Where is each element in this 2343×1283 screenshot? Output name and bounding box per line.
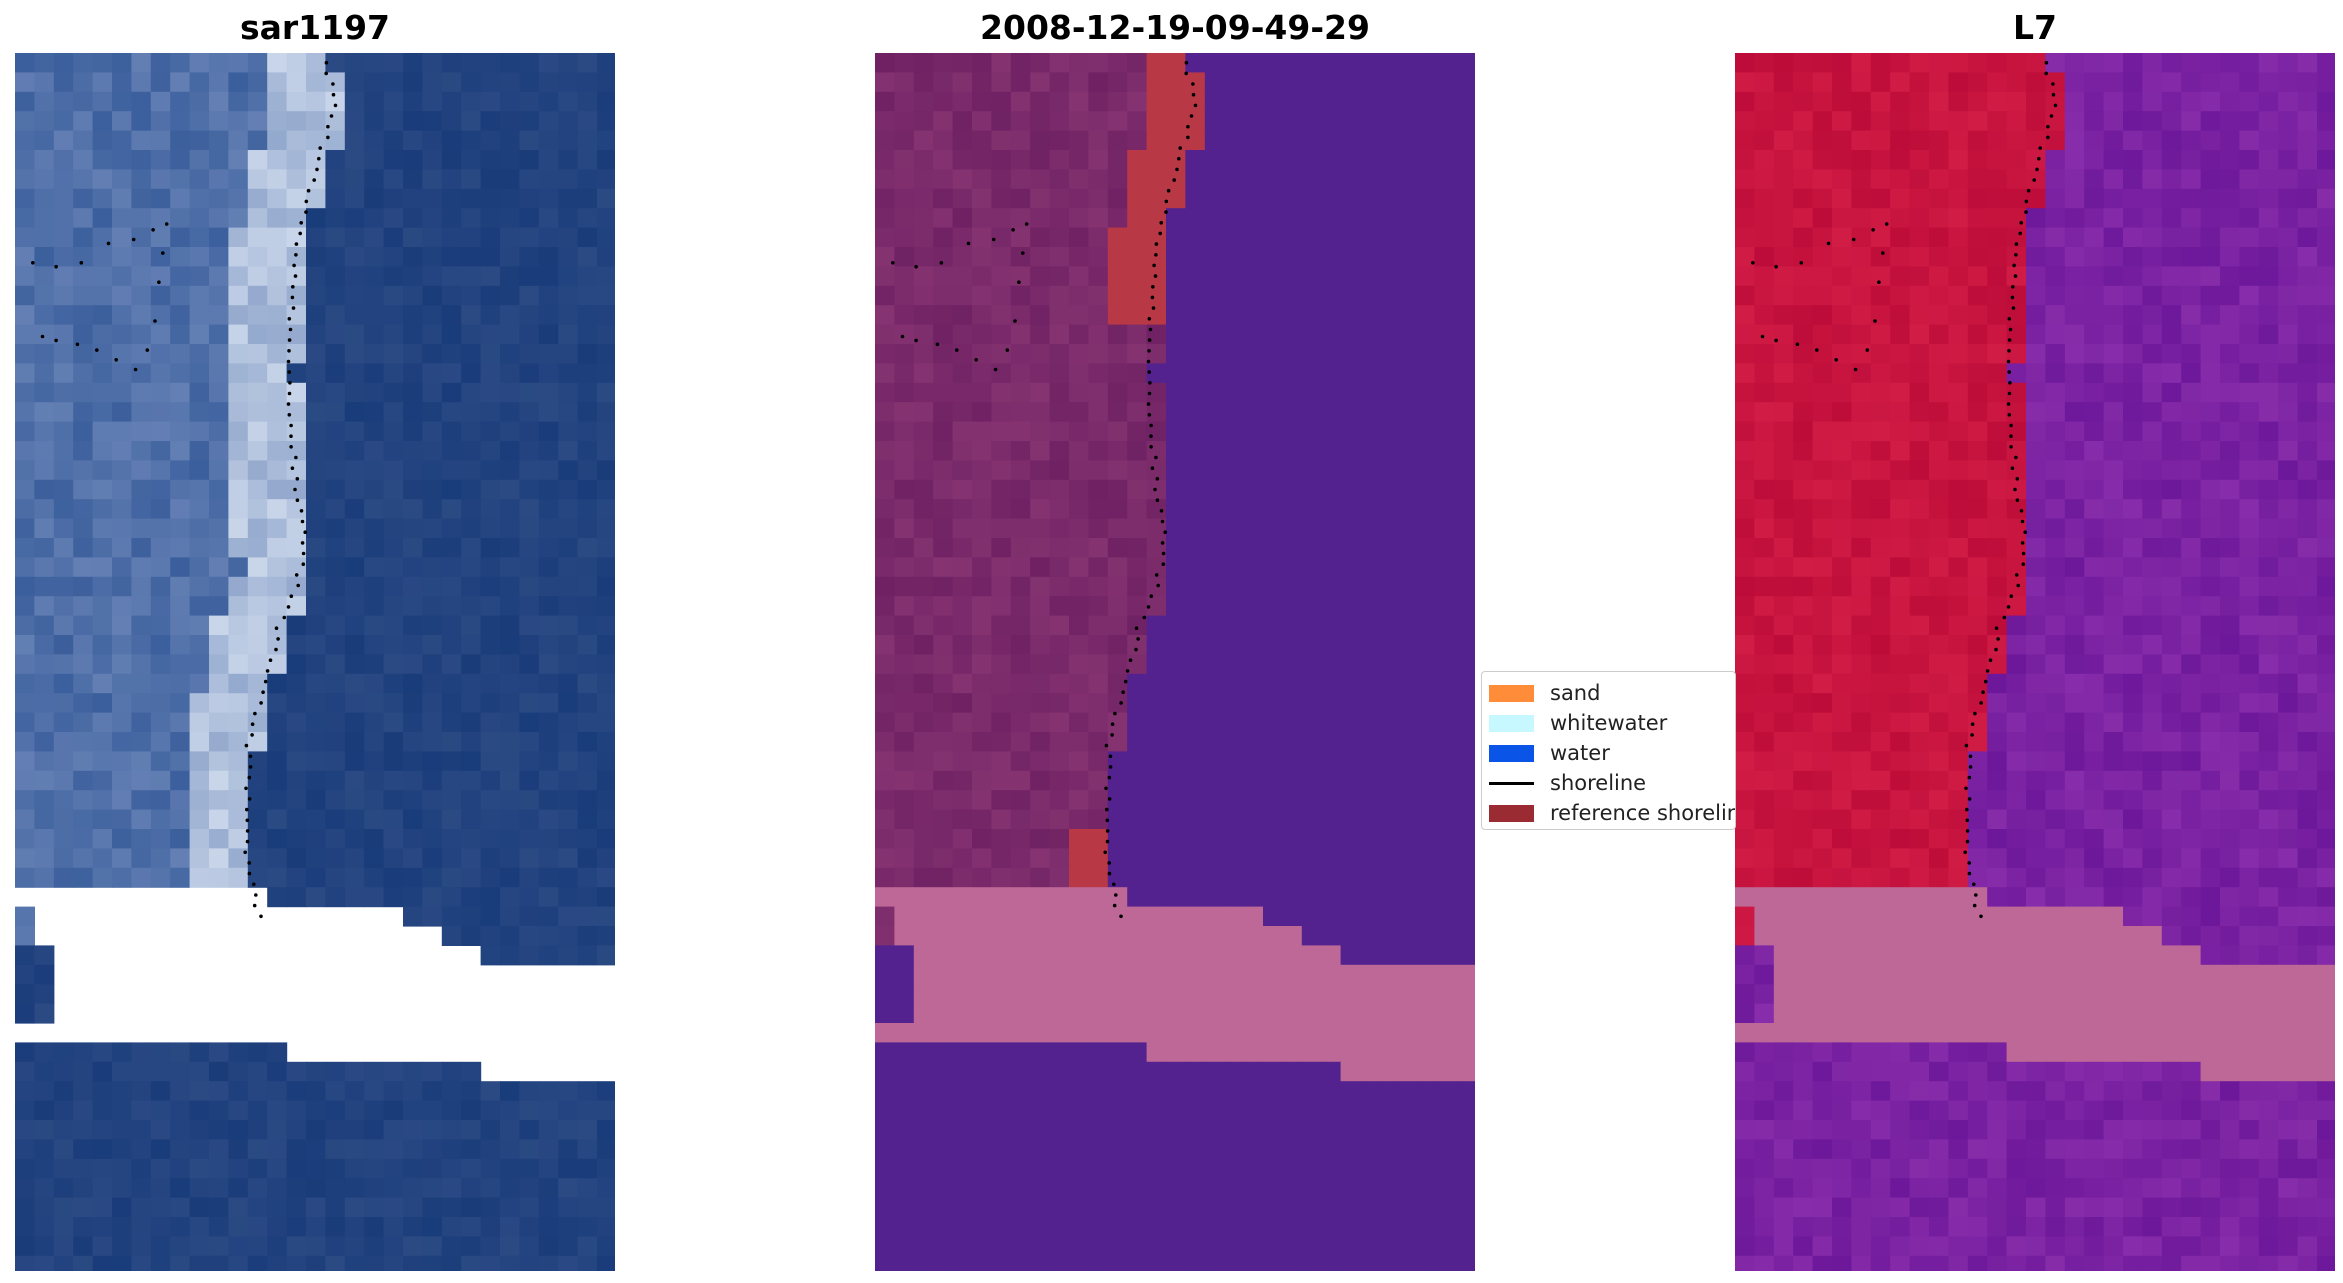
legend-label-reference-shoreline: reference shoreline [1550,801,1736,825]
shoreline-dots [31,60,338,919]
legend-item-reference-shoreline: reference shoreline [1489,799,1736,827]
index-image [1735,53,2335,1271]
rgb-image [15,53,615,1271]
legend: sand whitewater water shoreline referenc… [1481,671,1736,830]
legend-label-shoreline: shoreline [1550,771,1647,795]
pixel-grid [15,53,615,1271]
panel-title-2: 2008-12-19-09-49-29 [980,8,1370,47]
legend-item-sand: sand [1489,679,1600,707]
legend-swatch-water [1489,744,1534,762]
legend-label-sand: sand [1550,681,1601,705]
classified-image-panel [875,53,1475,1271]
index-image-panel [1735,53,2335,1271]
panel-title-1: sar1197 [239,8,391,47]
pixel-grid [1735,53,2335,1271]
legend-swatch-whitewater [1489,714,1534,732]
pixel-grid [875,53,1475,1271]
legend-swatch-sand [1489,684,1534,702]
rgb-image-panel [15,53,615,1271]
legend-swatch-reference-shoreline [1489,804,1534,822]
legend-line-shoreline [1489,781,1534,785]
legend-item-water: water [1489,739,1610,767]
shoreline-dots [891,60,1198,919]
shoreline-dots [1751,60,2058,919]
legend-label-water: water [1550,741,1610,765]
classified-image [875,53,1475,1271]
legend-item-whitewater: whitewater [1489,709,1667,737]
legend-label-whitewater: whitewater [1550,711,1668,735]
panel-title-3: L7 [2013,8,2057,47]
legend-item-shoreline: shoreline [1489,769,1646,797]
